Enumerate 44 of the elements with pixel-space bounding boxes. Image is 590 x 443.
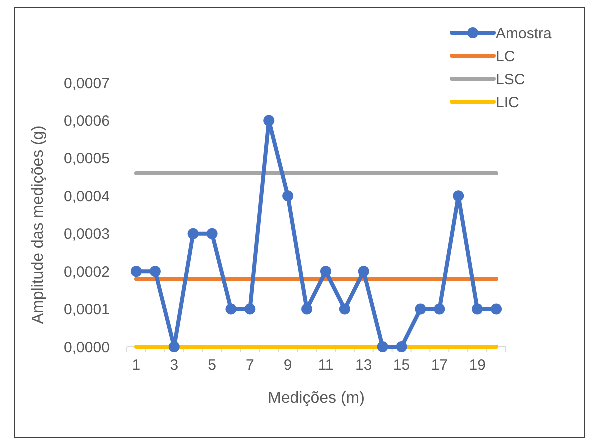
point	[244, 304, 256, 315]
y-tick-label: 0,0004	[64, 188, 110, 206]
point	[453, 190, 464, 202]
point	[130, 266, 142, 278]
point	[206, 228, 218, 240]
x-tick-label: 7	[246, 357, 254, 374]
legend-label: LSC	[496, 71, 526, 88]
point	[188, 228, 199, 240]
point	[264, 115, 275, 126]
y-tick-label: 0,0005	[64, 150, 110, 168]
x-tick-label: 1	[132, 357, 141, 374]
x-tick-label: 5	[208, 357, 216, 374]
point	[396, 342, 408, 352]
legend-label: Amostra	[496, 25, 553, 42]
y-tick-label: 0,0003	[64, 226, 110, 244]
point	[377, 342, 388, 352]
y-tick-label: 0,0007	[64, 75, 110, 92]
x-tick-label: 11	[318, 357, 334, 374]
x-tick-label: 9	[284, 357, 292, 374]
legend-label: LIC	[496, 94, 520, 112]
x-axis-title: Medições (m)	[268, 390, 365, 407]
x-tick-label: 3	[170, 357, 179, 374]
point	[472, 304, 484, 315]
y-tick-label: 0,0002	[64, 264, 110, 281]
x-tick-label: 19	[469, 357, 486, 374]
point	[168, 342, 180, 352]
legend-label: LC	[496, 48, 516, 66]
point	[339, 304, 350, 315]
y-tick-label: 0,0006	[64, 112, 110, 130]
point	[226, 304, 237, 315]
point	[491, 304, 502, 315]
x-tick-label: 17	[431, 357, 448, 374]
y-tick-label: 0,0001	[64, 302, 110, 319]
x-tick-label: 13	[356, 357, 372, 374]
point	[150, 266, 161, 278]
point	[282, 190, 294, 202]
point	[434, 304, 446, 315]
y-axis-title: Amplitude das medições (g)	[30, 126, 47, 324]
y-tick-label: 0,0000	[64, 339, 110, 356]
point	[320, 266, 332, 278]
point	[302, 304, 313, 315]
point	[415, 304, 426, 315]
point	[358, 266, 370, 278]
x-tick-label: 15	[393, 357, 410, 374]
